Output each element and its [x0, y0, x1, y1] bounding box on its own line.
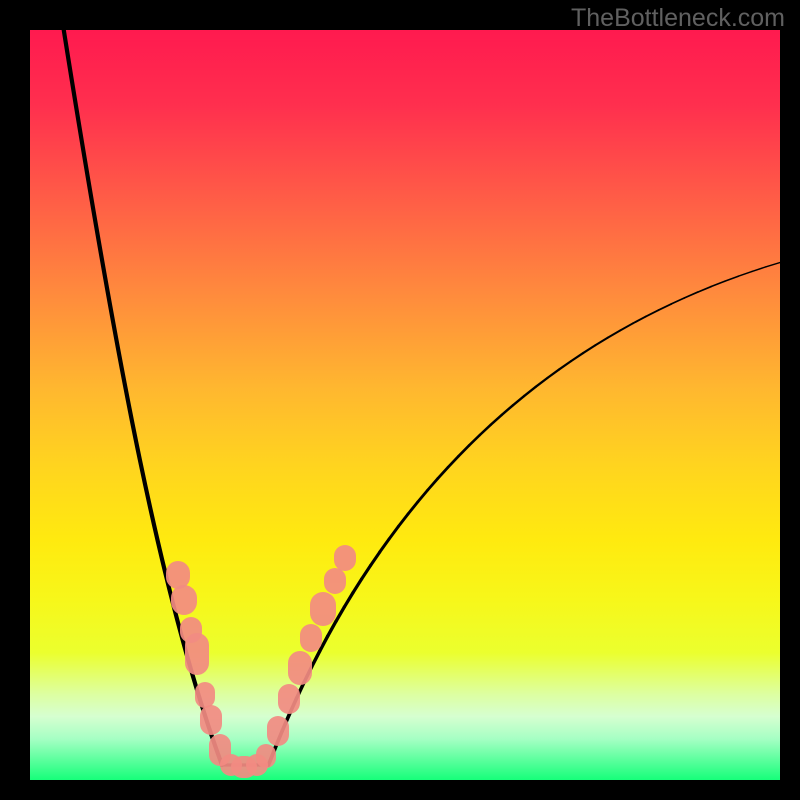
curve-marker: [267, 716, 289, 746]
curve-marker: [200, 705, 222, 735]
curve-marker: [185, 633, 209, 675]
curve-marker: [300, 624, 322, 652]
curve-marker: [171, 585, 197, 615]
curve-marker: [310, 592, 336, 626]
curve-marker: [324, 568, 346, 594]
curve-marker: [278, 684, 300, 714]
watermark-text: TheBottleneck.com: [571, 4, 785, 33]
chart-stage: TheBottleneck.com: [0, 0, 800, 800]
curve-marker: [288, 651, 312, 685]
plot-area: [30, 30, 780, 780]
curve-marker: [256, 744, 276, 768]
bottleneck-curve: [30, 30, 780, 780]
curve-marker: [334, 545, 356, 571]
